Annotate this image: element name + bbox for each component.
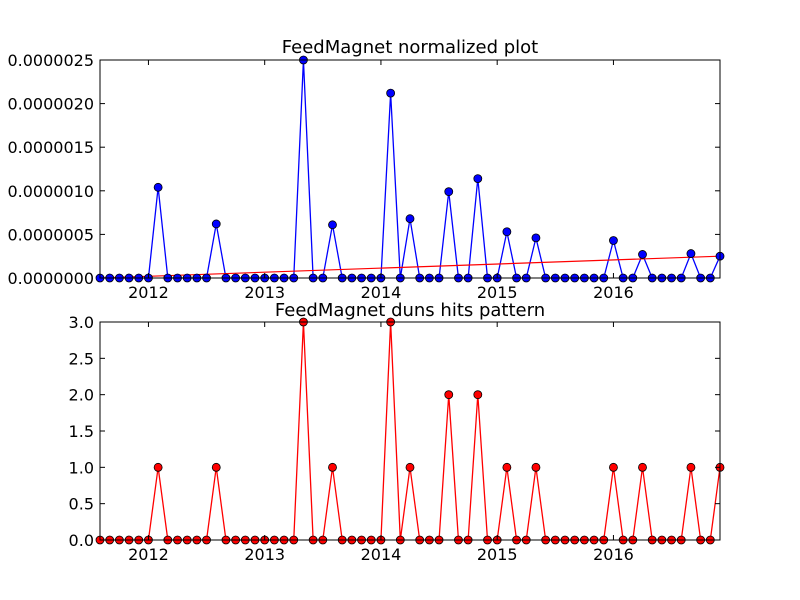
x-tick-label: 2014: [361, 545, 402, 564]
duns-hits-title: FeedMagnet duns hits pattern: [275, 300, 545, 321]
normalized-plot-data-point: [609, 236, 618, 245]
y-tick-label: 1.0: [69, 458, 94, 477]
y-tick-label: 0.0000010: [7, 182, 94, 201]
duns-hits-data-point: [473, 390, 483, 400]
duns-hits-data-point: [328, 462, 337, 472]
y-tick-label: 0.5: [69, 495, 94, 514]
y-tick-label: 1.5: [69, 422, 94, 441]
duns-hits-y-axis: 0.0 0.5 1.0 1.5 2.0 2.5 3.0: [69, 313, 720, 550]
normalized-plot-data-point: [638, 250, 647, 259]
y-tick-label: 0.0: [69, 531, 94, 550]
duns-hits-data-point: [405, 462, 415, 472]
normalized-plot-x-axis: 2012 2013 2014 2015 2016: [128, 60, 634, 302]
x-tick-label: 2013: [244, 545, 285, 564]
normalized-plot-data-point: [502, 227, 512, 237]
duns-hits-data-point: [153, 462, 163, 472]
normalized-plot-title: FeedMagnet normalized plot: [282, 37, 538, 58]
duns-hits-data-point: [609, 462, 618, 472]
duns-hits-frame: [99, 321, 721, 541]
duns-hits-data-point: [444, 390, 454, 400]
x-tick-label: 2015: [477, 283, 518, 302]
normalized-plot-data-point: [686, 249, 696, 258]
normalized-plot-panel: FeedMagnet normalized plot 0.00000000.00…: [7, 37, 725, 302]
y-tick-label: 2.5: [69, 349, 94, 368]
duns-hits-data-point: [211, 462, 221, 472]
x-tick-label: 2016: [593, 283, 634, 302]
duns-hits-data-point: [686, 462, 696, 472]
y-tick-label: 0.0000015: [7, 138, 94, 157]
normalized-plot-frame: [99, 59, 721, 279]
duns-hits-data-point: [502, 462, 512, 472]
x-tick-label: 2013: [244, 283, 285, 302]
normalized-plot-trend-line: [99, 255, 721, 279]
y-tick-label: 3.0: [69, 313, 94, 332]
y-tick-label: 2.0: [69, 386, 94, 405]
normalized-plot-data-point: [328, 220, 337, 230]
y-tick-label: 0.0000000: [7, 269, 94, 288]
normalized-plot-data-point: [444, 187, 454, 197]
y-tick-label: 0.0000020: [7, 95, 94, 114]
normalized-plot-y-axis: 0.0000000 0.0000005 0.0000010 0.0000015 0.00…: [7, 51, 720, 288]
x-tick-label: 2015: [477, 545, 518, 564]
normalized-plot-data-point: [531, 233, 541, 243]
duns-hits-data-point: [531, 462, 541, 472]
normalized-plot-data-point: [473, 174, 483, 183]
x-tick-label: 2012: [128, 283, 169, 302]
y-tick-label: 0.0000025: [7, 51, 94, 70]
duns-hits-marks: [95, 317, 725, 545]
x-tick-label: 2016: [593, 545, 634, 564]
normalized-plot-data-point: [405, 214, 415, 224]
normalized-plot-data-point: [153, 182, 163, 192]
x-tick-label: 2014: [361, 283, 402, 302]
normalized-plot-data-point: [211, 219, 221, 229]
normalized-plot-data-point: [386, 88, 396, 98]
duns-hits-data-point: [638, 462, 647, 472]
y-tick-label: 0.0000005: [7, 225, 94, 244]
x-tick-label: 2012: [128, 545, 169, 564]
duns-hits-x-axis: 2012 2013 2014 2015 2016: [128, 322, 634, 564]
duns-hits-panel: FeedMagnet duns hits pattern 0.0 0.5 1.0 1.…: [69, 300, 725, 564]
